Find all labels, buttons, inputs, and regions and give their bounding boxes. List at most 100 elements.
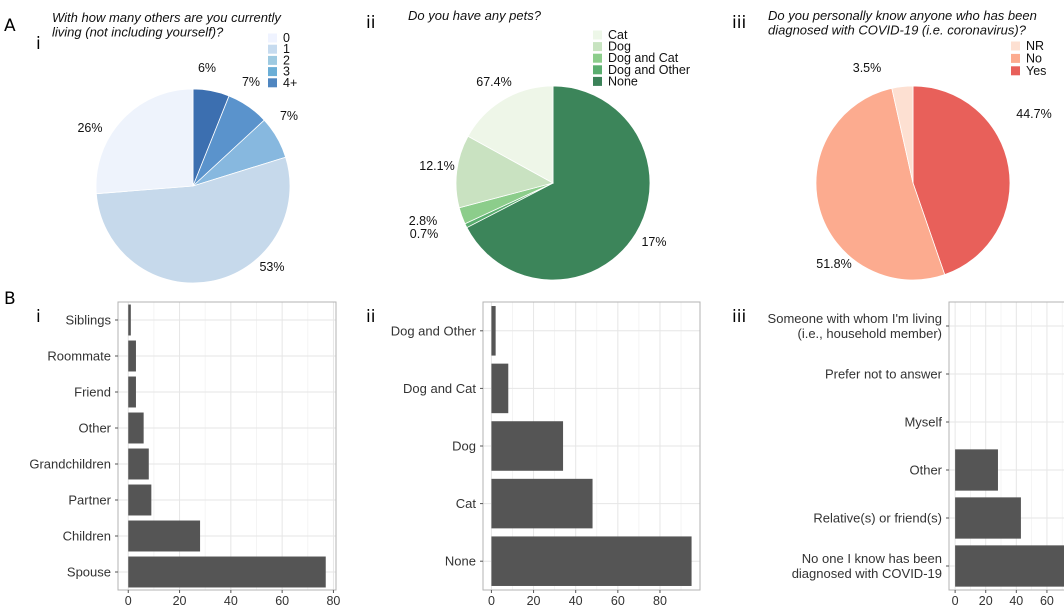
pie-percent-label: 26% bbox=[77, 121, 102, 135]
pie-sublabel: i bbox=[36, 34, 41, 54]
x-tick-label: 20 bbox=[527, 594, 541, 608]
bar-dog-and-cat bbox=[491, 363, 509, 414]
legend-swatch bbox=[593, 76, 602, 86]
legend-swatch bbox=[593, 65, 602, 75]
bar-other bbox=[128, 412, 144, 444]
legend-swatch bbox=[268, 44, 277, 54]
pie-percent-label: 67.4% bbox=[476, 75, 511, 89]
legend-label: 3 bbox=[283, 65, 290, 79]
pie-slice-dog bbox=[455, 135, 555, 209]
bar-chart-i: i Siblings Roommate Friend Other Grandchildre… bbox=[29, 301, 340, 608]
pie-slice-no bbox=[815, 87, 946, 281]
plot-frame bbox=[948, 301, 1064, 591]
x-tick-label: 0 bbox=[125, 594, 132, 608]
legend-label: 4+ bbox=[283, 76, 297, 90]
pie-percent-label: 3.5% bbox=[853, 61, 882, 75]
pie-chart-iii: iii Do you personally know anyone who has… bbox=[732, 8, 1052, 281]
category-label: Friend bbox=[74, 385, 111, 400]
x-tick-label: 40 bbox=[224, 594, 238, 608]
pie-percent-label: 51.8% bbox=[816, 257, 851, 271]
legend-swatch bbox=[1011, 66, 1020, 76]
pie-percent-label: 53% bbox=[259, 260, 284, 274]
legend-label: NR bbox=[1026, 39, 1044, 53]
bar-relative-s-or-friend-s- bbox=[955, 497, 1021, 539]
category-label: Dog and Cat bbox=[403, 381, 476, 396]
panel-letter-b: B bbox=[4, 289, 16, 309]
pie-slice-nr bbox=[891, 85, 914, 184]
pie-slice-0 bbox=[95, 88, 194, 195]
category-label: (i.e., household member) bbox=[797, 326, 942, 341]
pie-slice-1 bbox=[95, 156, 291, 284]
legend-swatch bbox=[268, 33, 277, 43]
legend-swatch bbox=[1011, 41, 1020, 51]
x-tick-label: 20 bbox=[173, 594, 187, 608]
pie-slice-none bbox=[466, 85, 651, 281]
legend-label: Dog and Other bbox=[608, 63, 690, 77]
x-tick-label: 40 bbox=[569, 594, 583, 608]
category-label: Siblings bbox=[65, 313, 111, 328]
category-label: Dog bbox=[452, 439, 476, 454]
category-label: Other bbox=[78, 421, 111, 436]
category-label: Other bbox=[909, 463, 942, 478]
plot-frame bbox=[117, 301, 337, 591]
bar-sublabel: iii bbox=[732, 307, 746, 327]
bar-no-one-i-know-has-been bbox=[955, 545, 1064, 587]
category-label: Children bbox=[63, 529, 111, 544]
legend-label: Dog bbox=[608, 40, 631, 54]
x-tick-label: 0 bbox=[488, 594, 495, 608]
bar-roommate bbox=[128, 340, 136, 372]
bar-chart-ii: ii Dog and Other Dog and Cat Dog Cat None 0 20 4… bbox=[366, 301, 701, 608]
pie-percent-label: 17% bbox=[641, 235, 666, 249]
category-label: Prefer not to answer bbox=[825, 367, 943, 382]
bar-spouse bbox=[128, 556, 326, 588]
pie-question-line: With how many others are you currently bbox=[52, 10, 282, 25]
pie-chart-i: i With how many others are you currentlyl… bbox=[36, 10, 298, 284]
pie-sublabel: ii bbox=[366, 13, 375, 33]
category-label: Spouse bbox=[67, 565, 111, 580]
charts: i With how many others are you currentlyl… bbox=[29, 8, 1064, 608]
x-tick-label: 60 bbox=[611, 594, 625, 608]
x-tick-label: 20 bbox=[979, 594, 993, 608]
panel-letter-a: A bbox=[4, 16, 16, 36]
category-label: diagnosed with COVID-19 bbox=[792, 566, 942, 581]
bar-children bbox=[128, 520, 201, 552]
bar-cat bbox=[491, 478, 593, 529]
pie-percent-label: 2.8% bbox=[409, 214, 438, 228]
bar-chart-iii: iii Someone with whom I'm living(i.e., ho… bbox=[732, 301, 1064, 608]
bar-dog bbox=[491, 421, 564, 471]
pie-sublabel: iii bbox=[732, 13, 746, 33]
pie-percent-label: 0.7% bbox=[410, 227, 439, 241]
pie-question-line: living (not including yourself)? bbox=[52, 25, 224, 40]
legend-label: 2 bbox=[283, 53, 290, 67]
legend-swatch bbox=[1011, 53, 1020, 63]
bar-friend bbox=[128, 376, 136, 408]
category-label: Myself bbox=[904, 415, 942, 430]
bar-sublabel: ii bbox=[366, 307, 375, 327]
legend-swatch bbox=[268, 55, 277, 65]
legend-label: Cat bbox=[608, 28, 628, 42]
legend-swatch bbox=[593, 30, 602, 40]
pie-slice-yes bbox=[912, 85, 1011, 276]
pie-question-line: Do you have any pets? bbox=[408, 8, 542, 23]
x-tick-label: 0 bbox=[952, 594, 959, 608]
pie-percent-label: 44.7% bbox=[1016, 107, 1051, 121]
legend-label: No bbox=[1026, 51, 1042, 65]
x-tick-label: 40 bbox=[1009, 594, 1023, 608]
bar-other bbox=[955, 449, 998, 491]
x-tick-label: 60 bbox=[275, 594, 289, 608]
legend-label: Dog and Cat bbox=[608, 51, 679, 65]
pie-percent-label: 7% bbox=[280, 109, 298, 123]
x-tick-label: 80 bbox=[326, 594, 340, 608]
pie-question-line: diagnosed with COVID-19 (i.e. coronaviru… bbox=[768, 23, 1027, 38]
pie-question-line: Do you personally know anyone who has be… bbox=[768, 8, 1037, 23]
legend-swatch bbox=[268, 67, 277, 77]
pie-slice-cat bbox=[467, 85, 554, 184]
bar-grandchildren bbox=[128, 448, 149, 480]
legend-swatch bbox=[268, 78, 277, 88]
legend-label: None bbox=[608, 74, 638, 88]
bar-none bbox=[491, 536, 692, 586]
category-label: Roommate bbox=[47, 349, 111, 364]
legend-label: Yes bbox=[1026, 64, 1046, 78]
